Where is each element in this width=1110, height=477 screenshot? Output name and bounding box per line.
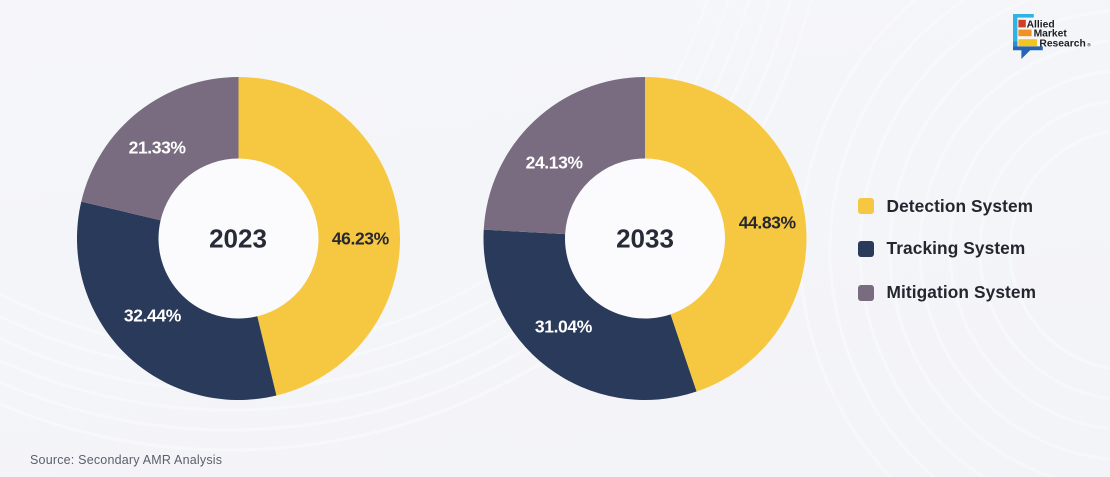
svg-text:Allied: Allied	[1027, 19, 1055, 30]
svg-text:Research: Research	[1039, 39, 1085, 50]
svg-text:®: ®	[1087, 42, 1091, 48]
svg-text:Market: Market	[1034, 29, 1068, 40]
